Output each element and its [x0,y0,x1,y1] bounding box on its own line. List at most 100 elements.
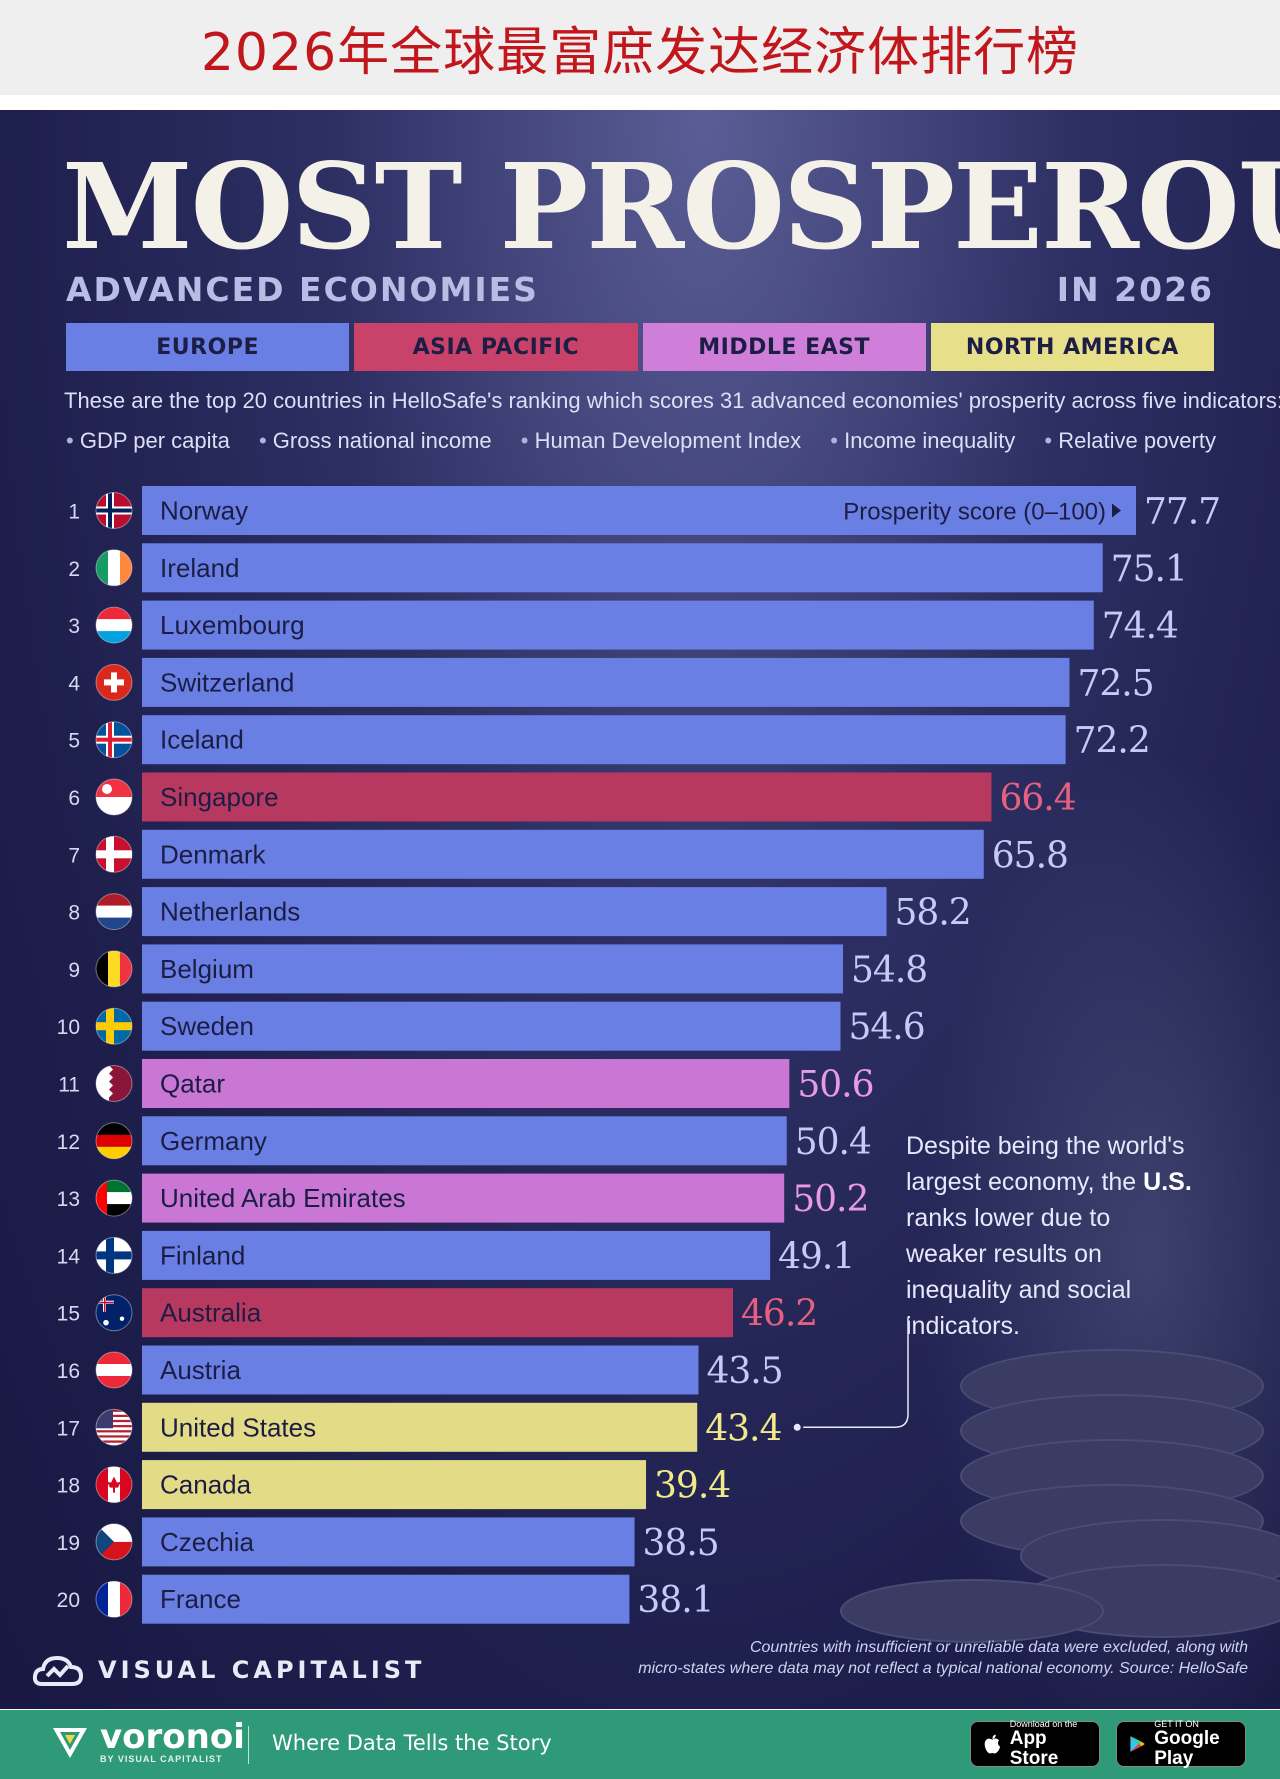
country-label: Norway [160,496,248,526]
value-label: 58.2 [895,893,971,934]
chart-subtitle: ADVANCED ECONOMIES [66,270,539,309]
chart-row: 12 Germany 50.4 [57,1116,872,1166]
indicator-item: Relative poverty [1044,428,1216,454]
country-label: Canada [160,1470,252,1500]
value-label: 50.2 [792,1179,868,1220]
page-header: 2026年全球最富庶发达经济体排行榜 [0,0,1280,95]
country-label: Denmark [160,839,266,869]
rank-label: 20 [57,1589,80,1612]
bar [142,1460,647,1510]
rank-label: 12 [57,1131,80,1154]
country-label: France [160,1584,241,1614]
country-label: Finland [160,1240,245,1270]
chart-row: 9 Belgium 54.8 [68,944,928,994]
rank-label: 4 [68,672,80,695]
germany-flag-icon [96,1122,132,1159]
chart-row: 14 Finland 49.1 [57,1230,855,1280]
denmark-flag-icon [96,836,132,873]
annotation-connector [803,1317,909,1429]
bar [142,1345,699,1395]
region-legend: EUROPE ASIA PACIFIC MIDDLE EAST NORTH AM… [66,323,1214,371]
value-label: 38.5 [643,1523,719,1564]
footer-tagline: Where Data Tells the Story [272,1731,552,1755]
country-label: Luxembourg [160,610,305,640]
app-store-button[interactable]: Download on the App Store [970,1719,1100,1769]
switzerland-flag-icon [96,664,132,701]
chart-row: 8 Netherlands 58.2 [68,887,972,937]
bar [142,600,1094,650]
value-label: 39.4 [654,1466,730,1507]
country-label: Singapore [160,782,279,812]
us-annotation: Despite being the world's largest econom… [906,1128,1196,1344]
value-label: 54.8 [851,950,927,991]
country-label: Czechia [160,1527,254,1557]
bar [142,1288,734,1338]
voronoi-logo[interactable]: voronoi BY VISUAL CAPITALIST [50,1720,245,1764]
rank-label: 6 [68,787,80,810]
bar [142,1173,785,1223]
value-label: 72.2 [1074,721,1150,762]
value-label: 75.1 [1111,549,1187,590]
infographic-poster: MOST PROSPEROUS ADVANCED ECONOMIES IN 20… [0,110,1280,1709]
legend-item-middle-east: MIDDLE EAST [642,323,926,371]
value-label: 50.6 [797,1065,873,1106]
value-label: 54.6 [848,1007,924,1048]
score-axis-label: Prosperity score (0–100) [843,499,1106,526]
belgium-flag-icon [96,950,132,987]
bar [142,944,844,994]
rank-label: 19 [57,1532,80,1555]
country-label: Austria [160,1355,241,1385]
norway-flag-icon [96,492,132,529]
chart-year: IN 2026 [1056,270,1214,309]
bar [142,657,1070,707]
value-label: 38.1 [637,1580,713,1621]
annotation-text: ranks lower due to weaker results on ine… [906,1204,1132,1340]
value-label: 65.8 [992,835,1068,876]
indicator-item: GDP per capita [66,428,230,454]
value-label: 74.4 [1102,606,1178,647]
value-label: 46.2 [741,1294,817,1335]
australia-flag-icon [96,1294,132,1331]
chart-row: 13 United Arab Emirates 50.2 [57,1173,869,1223]
chart-row: 7 Denmark 65.8 [68,829,1069,879]
chart-row: 1 Norway 77.7 Prosperity score (0–100) [68,486,1221,535]
uae-flag-icon [96,1180,132,1217]
rank-label: 11 [58,1074,80,1097]
bar [142,772,992,822]
page-title: 2026年全球最富庶发达经济体排行榜 [200,23,1080,83]
play-icon [1130,1736,1145,1752]
legend-item-asia-pacific: ASIA PACIFIC [354,323,638,371]
chart-row: 6 Singapore 66.4 [68,772,1077,822]
ireland-flag-icon [96,549,132,586]
legend-item-north-america: NORTH AMERICA [930,323,1214,371]
google-play-button[interactable]: GET IT ON Google Play [1116,1719,1246,1769]
google-play-small: GET IT ON [1154,1719,1199,1729]
score-arrow-icon [1112,503,1121,518]
usa-flag-icon [96,1409,132,1446]
annotation-text: Despite being the world's largest econom… [906,1132,1185,1196]
brand-name: VISUAL CAPITALIST [98,1656,426,1684]
chart-description: These are the top 20 countries in HelloS… [64,388,1280,413]
bar [142,543,1103,593]
bar [142,1402,698,1452]
value-label: 77.7 [1144,492,1220,533]
rank-label: 2 [68,558,80,581]
annotation-bold: U.S. [1143,1168,1192,1196]
rank-label: 14 [57,1245,81,1268]
chart-row: 4 Switzerland 72.5 [68,657,1155,707]
indicator-item: Gross national income [259,428,492,454]
bar [142,1001,841,1051]
apple-icon [984,1734,1001,1754]
chart-row: 3 Luxembourg 74.4 [68,600,1179,650]
rank-label: 8 [68,902,80,925]
country-label: Switzerland [160,667,294,697]
country-label: Ireland [160,553,240,583]
chart-row: 2 Ireland 75.1 [68,543,1188,593]
country-label: Iceland [160,725,244,755]
source-line: Countries with insufficient or unreliabl… [749,1639,1248,1656]
indicator-item: Income inequality [830,428,1015,454]
rank-label: 7 [68,844,80,867]
value-label: 43.4 [705,1408,781,1449]
value-label: 66.4 [999,778,1075,819]
sweden-flag-icon [96,1008,132,1045]
